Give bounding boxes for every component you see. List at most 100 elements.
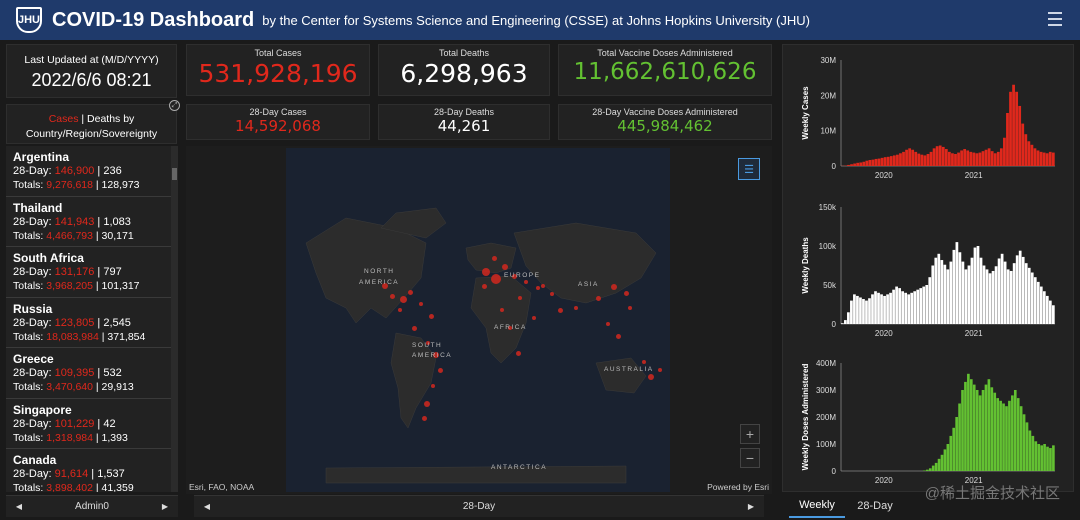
- y-axis-label: Weekly Deaths: [801, 237, 810, 294]
- chart-bar: [856, 295, 859, 324]
- chart-bar: [964, 381, 967, 471]
- chart-bar: [859, 162, 863, 166]
- chart-bar: [967, 265, 971, 324]
- chart-bar: [1034, 441, 1038, 471]
- country-28day: 28-Day: 131,176 | 797: [13, 266, 122, 278]
- chart-bar: [970, 257, 974, 324]
- hamburger-menu-icon[interactable]: [1048, 12, 1062, 26]
- chart-bar: [985, 269, 989, 324]
- chart-bar: [868, 298, 871, 324]
- zoom-out-button[interactable]: −: [740, 448, 760, 468]
- chart-bar: [1042, 291, 1046, 324]
- chart-bar: [1036, 150, 1040, 166]
- chart-bar: [923, 155, 927, 166]
- list-header-cases[interactable]: Cases: [48, 113, 79, 125]
- list-header-deaths: | Deaths by: [78, 113, 135, 125]
- country-item[interactable]: Greece 28-Day: 109,395 | 532 Totals: 3,470…: [6, 348, 178, 399]
- list-header-line2: Country/Region/Sovereignty: [25, 128, 158, 140]
- chart-bar: [1011, 395, 1014, 471]
- chart-bar: [1028, 430, 1032, 471]
- y-tick-label: 400M: [816, 359, 836, 368]
- chart-bar: [1027, 267, 1031, 324]
- country-totals: Totals: 1,318,984 | 1,393: [13, 431, 128, 444]
- y-axis-label: Weekly Cases: [801, 86, 810, 140]
- chart-bar: [917, 153, 921, 166]
- country-list[interactable]: Argentina 28-Day: 146,900 | 236 Totals: 9,…: [6, 146, 178, 492]
- d28-cases-value: 14,592,068: [235, 117, 321, 135]
- y-tick-label: 300M: [816, 386, 836, 395]
- chart-bar: [1042, 152, 1046, 166]
- chart-bar: [1013, 390, 1017, 471]
- chart-bar: [904, 292, 908, 324]
- country-name: Thailand: [13, 200, 63, 215]
- country-28day: 28-Day: 146,900 | 236: [13, 165, 122, 177]
- tab-weekly[interactable]: Weekly: [789, 494, 845, 518]
- chart-bar: [976, 246, 980, 324]
- country-totals: Totals: 3,968,205 | 101,317: [13, 280, 140, 292]
- chart-bar: [880, 294, 883, 324]
- chart-bar: [967, 373, 970, 471]
- map-prev-arrow-icon[interactable]: ◀: [203, 502, 211, 511]
- x-tick-label: 2021: [965, 476, 983, 485]
- chart-bar: [929, 151, 933, 166]
- chart-bar: [996, 398, 1000, 471]
- chart-bar: [892, 155, 896, 166]
- chart-bar: [1030, 272, 1034, 324]
- country-item[interactable]: South Africa 28-Day: 131,176 | 797 Totals:…: [6, 247, 178, 298]
- d28-deaths-label: 28-Day Deaths: [433, 107, 495, 117]
- country-item[interactable]: Russia 28-Day: 123,805 | 2,545 Totals: 18,…: [6, 298, 178, 348]
- expand-icon[interactable]: ⤢: [169, 100, 180, 111]
- chart-bar: [1018, 105, 1022, 166]
- legend-list-icon[interactable]: ☰: [738, 158, 760, 180]
- chart-bar: [944, 149, 948, 166]
- chart-bar: [975, 390, 979, 471]
- chart-bar: [997, 258, 1001, 324]
- chart-bar: [993, 153, 997, 166]
- d28-cases-panel: 28-Day Cases 14,592,068: [186, 104, 370, 140]
- chart-bar: [907, 294, 911, 324]
- chart-bar: [844, 320, 847, 324]
- chart-bar: [1012, 84, 1015, 166]
- chart-bar: [1051, 305, 1055, 324]
- chart-bar: [880, 157, 884, 166]
- chart-bar: [853, 163, 856, 166]
- d28-vaccines-value: 445,984,462: [617, 117, 713, 135]
- chart-bar: [850, 300, 853, 324]
- chart-bar: [853, 294, 856, 324]
- country-28day: 28-Day: 101,229 | 42: [13, 417, 116, 430]
- chart-bar: [1051, 152, 1055, 166]
- country-28day: 28-Day: 91,614 | 1,537: [13, 468, 125, 480]
- chart-bar: [892, 289, 895, 324]
- chart-bar: [896, 154, 899, 166]
- prev-arrow-icon[interactable]: ◀: [15, 502, 23, 511]
- country-28day: 28-Day: 123,805 | 2,545: [13, 316, 131, 329]
- map-next-arrow-icon[interactable]: ▶: [747, 502, 755, 511]
- next-arrow-icon[interactable]: ▶: [161, 502, 169, 511]
- chart-bar: [865, 300, 868, 324]
- country-item[interactable]: Argentina 28-Day: 146,900 | 236 Totals: 9,…: [6, 146, 178, 197]
- chart-bar: [952, 249, 956, 324]
- scroll-thumb[interactable]: [172, 168, 177, 180]
- country-item[interactable]: Singapore 28-Day: 101,229 | 42 Totals: 1,3…: [6, 399, 178, 449]
- country-totals: Totals: 3,470,640 | 29,913: [13, 381, 134, 393]
- map-canvas[interactable]: [286, 148, 670, 492]
- chart-bar: [1049, 448, 1052, 471]
- chart-bar: [935, 146, 939, 166]
- chart-bar: [984, 149, 988, 166]
- chart-bar: [1008, 400, 1011, 471]
- chart-bar: [862, 161, 866, 166]
- chart-bar: [958, 252, 962, 324]
- chart-bar: [999, 148, 1003, 166]
- chart-bar: [982, 265, 986, 324]
- map-powered-by[interactable]: Powered by Esri: [707, 482, 769, 492]
- chart-bar: [993, 392, 997, 471]
- world-map[interactable]: NORTH AMERICA EUROPE ASIA AFRICA SOUTH A…: [186, 146, 772, 494]
- tab-28-day[interactable]: 28-Day: [857, 500, 893, 512]
- chart-bar: [1009, 91, 1012, 166]
- list-scrollbar[interactable]: [171, 146, 178, 492]
- zoom-in-button[interactable]: +: [740, 424, 760, 444]
- chart-bar: [1015, 91, 1019, 166]
- country-item[interactable]: Thailand 28-Day: 141,943 | 1,083 Totals: 4…: [6, 197, 178, 247]
- country-item[interactable]: Canada 28-Day: 91,614 | 1,537 Totals: 3,89…: [6, 449, 178, 492]
- chart-bar: [895, 286, 898, 324]
